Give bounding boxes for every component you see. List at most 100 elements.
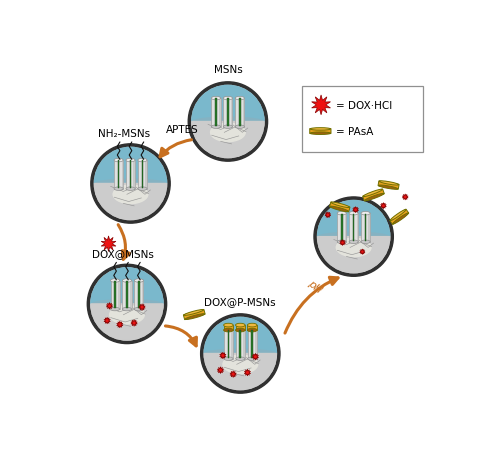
Ellipse shape: [185, 314, 204, 320]
Circle shape: [88, 265, 166, 344]
Ellipse shape: [134, 279, 143, 283]
FancyArrowPatch shape: [160, 140, 192, 157]
Polygon shape: [239, 99, 240, 126]
Polygon shape: [352, 207, 358, 213]
Polygon shape: [138, 281, 140, 308]
Ellipse shape: [122, 308, 132, 311]
Polygon shape: [312, 96, 330, 116]
FancyBboxPatch shape: [184, 310, 205, 320]
Text: APTES: APTES: [166, 124, 199, 134]
Polygon shape: [402, 195, 408, 201]
Ellipse shape: [310, 129, 330, 131]
Polygon shape: [356, 214, 358, 242]
Ellipse shape: [331, 202, 349, 208]
Ellipse shape: [222, 355, 258, 375]
Polygon shape: [110, 281, 120, 309]
Polygon shape: [126, 281, 128, 308]
Ellipse shape: [379, 181, 398, 185]
Circle shape: [91, 145, 170, 224]
FancyBboxPatch shape: [362, 190, 384, 202]
Polygon shape: [122, 281, 132, 309]
Ellipse shape: [349, 241, 358, 244]
Text: DOX@MSNs: DOX@MSNs: [92, 249, 154, 259]
Circle shape: [318, 201, 390, 273]
Polygon shape: [380, 203, 386, 209]
Polygon shape: [244, 369, 250, 376]
Polygon shape: [139, 304, 145, 311]
Wedge shape: [94, 148, 166, 184]
Ellipse shape: [236, 324, 245, 327]
Polygon shape: [212, 99, 220, 128]
Ellipse shape: [392, 213, 408, 224]
Ellipse shape: [114, 187, 123, 191]
Ellipse shape: [224, 357, 233, 361]
Ellipse shape: [361, 241, 370, 244]
Ellipse shape: [364, 194, 384, 202]
FancyBboxPatch shape: [310, 129, 331, 134]
Ellipse shape: [224, 329, 233, 332]
FancyBboxPatch shape: [302, 87, 422, 152]
Ellipse shape: [236, 126, 244, 129]
Wedge shape: [94, 184, 166, 220]
Polygon shape: [227, 99, 228, 126]
Polygon shape: [130, 281, 132, 309]
Polygon shape: [116, 321, 123, 328]
Ellipse shape: [109, 305, 145, 325]
Polygon shape: [220, 353, 226, 359]
Polygon shape: [131, 320, 138, 327]
Ellipse shape: [236, 357, 245, 361]
Polygon shape: [215, 99, 217, 126]
Ellipse shape: [330, 207, 348, 212]
Text: = DOX·HCl: = DOX·HCl: [336, 101, 392, 111]
Ellipse shape: [361, 212, 370, 215]
Ellipse shape: [363, 190, 382, 197]
Wedge shape: [318, 201, 390, 237]
Ellipse shape: [184, 310, 204, 316]
Text: = PAsA: = PAsA: [336, 127, 374, 137]
Text: DOX@P-MSNs: DOX@P-MSNs: [204, 297, 276, 306]
Polygon shape: [255, 330, 257, 359]
Polygon shape: [218, 367, 224, 374]
Ellipse shape: [248, 329, 257, 332]
Polygon shape: [219, 99, 220, 128]
Ellipse shape: [318, 232, 390, 242]
Ellipse shape: [126, 159, 135, 162]
Polygon shape: [231, 99, 232, 128]
Polygon shape: [252, 331, 253, 358]
Ellipse shape: [337, 212, 346, 215]
Polygon shape: [224, 99, 232, 128]
Ellipse shape: [236, 97, 244, 101]
Ellipse shape: [212, 126, 220, 129]
Wedge shape: [91, 268, 163, 304]
Polygon shape: [361, 214, 370, 242]
Polygon shape: [337, 214, 346, 242]
Ellipse shape: [224, 324, 233, 327]
Polygon shape: [101, 236, 116, 252]
Circle shape: [314, 197, 394, 277]
Ellipse shape: [126, 187, 135, 191]
Polygon shape: [341, 214, 342, 241]
Polygon shape: [248, 325, 257, 330]
Ellipse shape: [337, 241, 346, 244]
Ellipse shape: [122, 279, 132, 283]
Ellipse shape: [310, 133, 330, 135]
Polygon shape: [364, 214, 366, 241]
Polygon shape: [236, 99, 244, 128]
Ellipse shape: [110, 308, 120, 311]
Wedge shape: [192, 86, 264, 122]
Ellipse shape: [204, 349, 277, 359]
FancyBboxPatch shape: [330, 202, 350, 213]
Polygon shape: [118, 161, 120, 188]
Polygon shape: [236, 330, 245, 359]
Wedge shape: [91, 304, 163, 340]
FancyArrowPatch shape: [166, 326, 196, 346]
Ellipse shape: [138, 187, 147, 191]
Polygon shape: [104, 318, 110, 324]
Polygon shape: [349, 214, 358, 242]
Polygon shape: [224, 330, 233, 359]
Ellipse shape: [349, 212, 358, 215]
Circle shape: [188, 83, 268, 162]
Polygon shape: [106, 303, 112, 309]
Polygon shape: [142, 161, 143, 188]
Polygon shape: [240, 331, 241, 358]
